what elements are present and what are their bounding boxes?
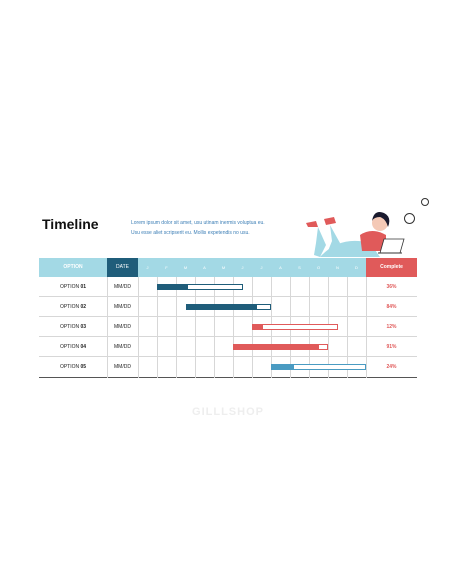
option-number: 04 (80, 344, 87, 350)
date-cell: MM/DD (114, 304, 131, 310)
grid-line (195, 277, 196, 378)
option-label: OPTION (59, 324, 80, 330)
header-month: A (203, 265, 206, 270)
percent-cell: 91% (386, 344, 397, 350)
header-month: J (260, 265, 263, 270)
table-row: OPTION 02 MM/DD 84% (39, 297, 417, 317)
gantt-bar (252, 324, 338, 330)
grid-line (107, 277, 108, 378)
date-cell: MM/DD (114, 284, 131, 290)
grid-line (157, 277, 158, 378)
table-row: OPTION 01 MM/DD 36% (39, 277, 417, 297)
table-body: OPTION 01 MM/DD 36% OPTION 02 MM/DD 84% … (39, 277, 417, 378)
header-month: M (183, 265, 188, 270)
header-month: A (279, 265, 282, 270)
page-title: Timeline (42, 216, 99, 232)
option-cell: OPTION 03 (39, 317, 107, 337)
header-month: O (316, 265, 321, 270)
header-month: J (146, 265, 149, 270)
woman-with-laptop-illustration (306, 212, 405, 257)
header-month: D (355, 265, 358, 270)
date-cell: MM/DD (114, 324, 131, 330)
gantt-bar-progress (253, 325, 264, 329)
percent-cell: 36% (386, 284, 397, 290)
grid-line (176, 277, 177, 378)
header-month: J (241, 265, 244, 270)
grid-line (138, 277, 139, 378)
option-cell: OPTION 04 (39, 337, 107, 357)
gantt-bar (271, 364, 366, 370)
decor-circle-large (404, 213, 415, 224)
header-date: DATE (107, 258, 138, 277)
gantt-bar-progress (186, 305, 257, 309)
grid-line (233, 277, 234, 378)
header-complete: Complete (366, 258, 417, 277)
grid-line (214, 277, 215, 378)
gantt-bar (157, 284, 243, 290)
gantt-bar (233, 344, 328, 350)
grid-line (366, 277, 367, 378)
header-month: F (165, 265, 168, 270)
option-label: OPTION (59, 284, 80, 290)
option-cell: OPTION 05 (39, 357, 107, 377)
description-line: Lorem ipsum dolor sit amet, usu utinam i… (131, 220, 265, 226)
decor-circle-small (421, 198, 429, 206)
date-cell: MM/DD (114, 364, 131, 370)
description-line: Usu esse aliet scripserit eu. Mollis exp… (131, 230, 250, 236)
option-label: OPTION (59, 364, 80, 370)
date-cell: MM/DD (114, 344, 131, 350)
option-cell: OPTION 01 (39, 277, 107, 297)
header-option: OPTION (63, 264, 83, 270)
header-month: M (221, 265, 226, 270)
table-row: OPTION 05 MM/DD 24% (39, 357, 417, 378)
percent-cell: 24% (386, 364, 397, 370)
table-header: OPTION DATE J F M A M J J A S O N D Comp… (39, 258, 417, 277)
option-label: OPTION (59, 344, 80, 350)
option-number: 01 (80, 284, 87, 290)
table-row: OPTION 04 MM/DD 91% (39, 337, 417, 357)
header-month: S (298, 265, 301, 270)
gantt-bar-progress (272, 365, 295, 369)
option-number: 03 (80, 324, 87, 330)
watermark: GILLLSHOP (192, 406, 264, 418)
percent-cell: 12% (386, 324, 397, 330)
percent-cell: 84% (386, 304, 397, 310)
option-number: 02 (80, 304, 87, 310)
header-month: N (336, 265, 339, 270)
gantt-bar-progress (234, 345, 319, 349)
description: Lorem ipsum dolor sit amet, usu utinam i… (131, 218, 301, 238)
option-number: 05 (80, 364, 87, 370)
option-cell: OPTION 02 (39, 297, 107, 317)
grid-line (347, 277, 348, 378)
option-label: OPTION (59, 304, 80, 310)
table-row: OPTION 03 MM/DD 12% (39, 317, 417, 337)
gantt-bar (185, 304, 271, 310)
gantt-bar-progress (158, 285, 189, 289)
